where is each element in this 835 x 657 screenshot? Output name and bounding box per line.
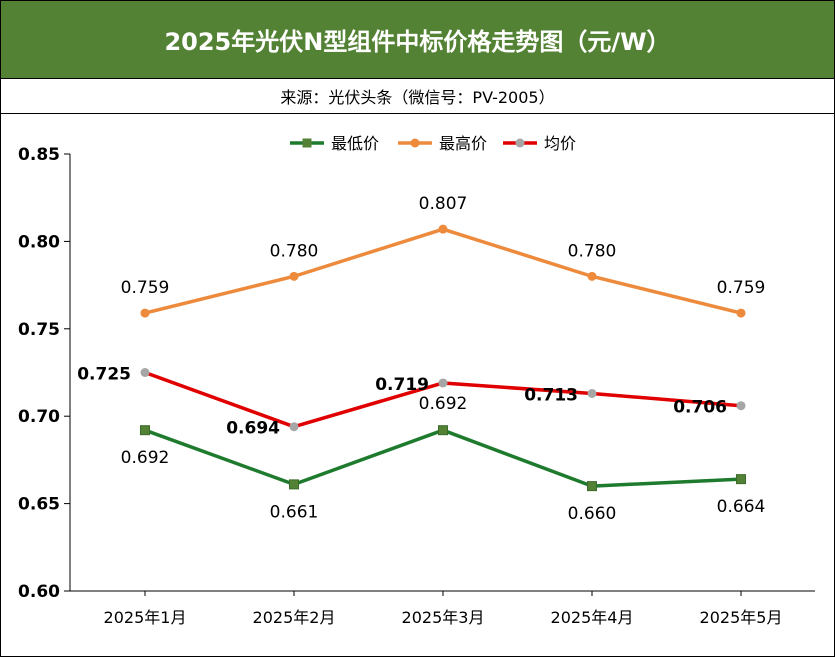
legend-min-price-marker	[302, 138, 312, 148]
min-price-data-label: 0.692	[121, 448, 170, 468]
avg-price-data-label: 0.719	[375, 375, 429, 395]
min-price-data-label: 0.692	[419, 394, 468, 414]
avg-price-data-label: 0.706	[673, 398, 727, 418]
x-tick-label: 2025年3月	[402, 608, 485, 627]
min-price-data-label: 0.660	[568, 504, 617, 524]
max-price-point	[736, 308, 746, 318]
avg-price-point	[140, 368, 150, 377]
min-price-point	[438, 425, 448, 436]
avg-price-point	[736, 401, 746, 411]
y-tick-label: 0.80	[18, 232, 60, 252]
max-price-data-label: 0.759	[121, 278, 170, 298]
max-price-line	[143, 227, 743, 315]
avg-price-data-label: 0.694	[226, 419, 280, 439]
max-price-data-label: 0.780	[270, 241, 319, 261]
max-price-point	[140, 308, 150, 318]
avg-price-data-label: 0.713	[524, 385, 578, 405]
max-price-data-label: 0.780	[568, 241, 617, 261]
max-price-point	[438, 224, 448, 234]
legend-max-price-marker	[410, 138, 420, 148]
avg-price-data-label: 0.725	[77, 365, 131, 385]
min-price-point	[289, 479, 299, 490]
legend-avg-price-label: 均价	[544, 134, 576, 153]
chart-title: 2025年光伏N型组件中标价格走势图（元/W）	[1, 1, 834, 78]
min-price-point	[736, 474, 746, 485]
max-price-point	[289, 271, 299, 281]
min-price-data-label: 0.664	[717, 497, 766, 517]
x-tick-label: 2025年1月	[104, 608, 187, 627]
max-price-data-label: 0.807	[419, 194, 468, 214]
y-tick-label: 0.60	[18, 582, 60, 602]
avg-price-point	[587, 388, 597, 398]
avg-price-point	[438, 378, 448, 388]
source-note: 来源：光伏头条（微信号：PV-2005）	[1, 78, 834, 114]
y-tick-label: 0.70	[18, 407, 60, 427]
legend-avg-price-marker	[515, 138, 525, 148]
legend-max-price-label: 最高价	[439, 134, 487, 153]
max-price-point	[587, 271, 597, 281]
min-price-point	[587, 481, 597, 492]
x-tick-label: 2025年4月	[551, 608, 634, 627]
x-tick-label: 2025年2月	[253, 608, 336, 627]
y-tick-label: 0.85	[18, 145, 60, 165]
min-price-data-label: 0.661	[270, 502, 319, 522]
avg-price-point	[289, 422, 299, 432]
x-tick-label: 2025年5月	[700, 608, 783, 627]
y-tick-label: 0.75	[18, 320, 60, 340]
y-tick-label: 0.65	[18, 495, 60, 515]
legend-min-price-label: 最低价	[331, 134, 379, 153]
min-price-point	[140, 425, 150, 436]
max-price-data-label: 0.759	[717, 278, 766, 298]
